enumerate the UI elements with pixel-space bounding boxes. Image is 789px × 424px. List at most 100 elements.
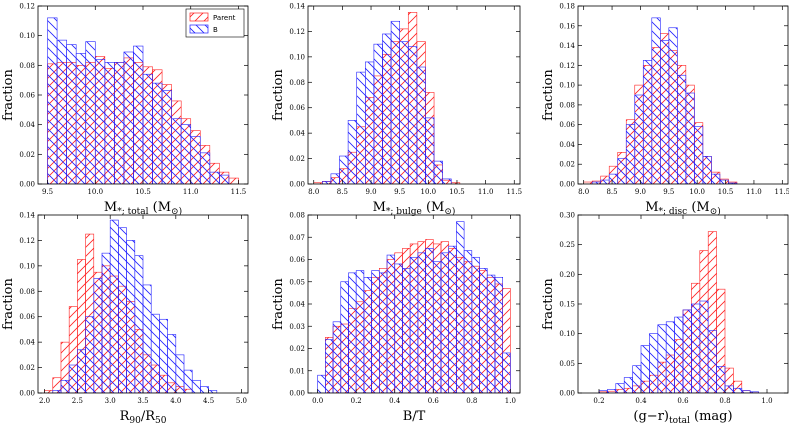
bar-b (348, 272, 357, 393)
bar-b (317, 374, 326, 393)
bar-b (440, 252, 449, 393)
x-tick-label: 11.0 (746, 188, 762, 196)
bar-b (394, 263, 403, 393)
y-axis-label: fraction (271, 278, 286, 330)
y-tick-label: 0.12 (19, 3, 35, 11)
y-tick-label: 0.06 (289, 256, 305, 264)
y-tick-label: 0.08 (19, 288, 35, 296)
y-tick-label: 0.20 (559, 271, 575, 279)
x-axis-label-part: total (669, 416, 690, 424)
bar-b (150, 313, 160, 393)
bar-b (615, 383, 625, 393)
bar-b (716, 365, 726, 393)
bar-b (190, 136, 201, 184)
x-tick-label: 1.0 (505, 397, 516, 405)
y-tick-label: 0.08 (289, 79, 305, 87)
bar-b (640, 345, 650, 393)
y-tick-label: 0.25 (559, 241, 575, 249)
y-tick-label: 0.10 (559, 82, 575, 90)
bar-b (607, 389, 617, 393)
bar-b (77, 349, 86, 393)
x-tick-label: 0.8 (466, 397, 477, 405)
bar-b (456, 221, 465, 393)
x-tick-label: 10.0 (689, 188, 705, 196)
bar-b (347, 120, 358, 184)
bar-parent (228, 177, 239, 184)
y-tick-label: 0.12 (289, 28, 305, 36)
x-tick-label: 0.2 (593, 397, 604, 405)
x-tick-label: 8.0 (578, 188, 589, 196)
bar-b (402, 268, 411, 393)
y-tick-label: 0.14 (289, 3, 305, 11)
legend-swatch-parent (189, 12, 209, 22)
bars-panel-4 (44, 219, 218, 393)
bar-b (114, 62, 125, 184)
x-tick-label: 4.0 (170, 397, 181, 405)
y-tick-label: 0.00 (289, 390, 305, 398)
bar-b (75, 53, 87, 184)
bar-b (109, 219, 119, 393)
bar-b (355, 270, 365, 393)
bar-b (171, 118, 182, 184)
bar-b (685, 92, 695, 184)
bar-b (442, 178, 452, 184)
bar-b (183, 369, 193, 393)
y-tick-label: 0.04 (559, 141, 575, 149)
bar-b (167, 334, 177, 393)
bar-b (66, 44, 77, 184)
y-tick-label: 0.04 (289, 301, 305, 309)
bar-b (159, 318, 168, 393)
bar-b (85, 41, 96, 184)
y-tick-label: 0.10 (559, 330, 575, 338)
x-axis-label-part: M (373, 200, 386, 215)
bar-b (200, 386, 209, 393)
x-tick-label: 10.0 (87, 188, 103, 196)
y-tick-label: 0.08 (559, 101, 575, 109)
bar-b (382, 33, 392, 184)
bar-b (649, 333, 659, 393)
bar-b (340, 281, 349, 393)
bar-b (47, 17, 58, 184)
bar-b (409, 256, 419, 393)
x-tick-label: 0.6 (428, 397, 440, 405)
legend-swatch-b (189, 24, 209, 34)
x-tick-label: 0.6 (677, 397, 689, 405)
bar-b (479, 268, 488, 393)
bar-b (339, 155, 349, 184)
x-tick-label: 9.5 (42, 188, 53, 196)
x-axis-label-part: (M (687, 200, 710, 215)
x-tick-label: 9.0 (635, 188, 646, 196)
x-tick-label: 1.0 (761, 397, 772, 405)
bar-b (486, 274, 496, 393)
bar-b (85, 316, 95, 393)
y-tick-label: 0.02 (559, 161, 575, 169)
bar-b (668, 27, 678, 184)
y-tick-label: 0.16 (559, 22, 575, 30)
x-tick-label: 0.2 (351, 397, 362, 405)
legend-label-b: B (213, 26, 218, 34)
bar-b (416, 66, 426, 184)
x-axis-label: R90/R50 (120, 409, 167, 424)
axes-frame (577, 5, 789, 185)
bar-b (330, 173, 340, 184)
bar-b (425, 117, 435, 184)
legend: Parent B (185, 8, 245, 38)
x-axis-label: M*; disc (M⊙) (645, 200, 721, 217)
bar-b (118, 227, 127, 393)
x-axis-label-part: M (104, 200, 117, 215)
y-tick-label: 0.03 (289, 323, 305, 331)
y-tick-label: 0.00 (559, 390, 575, 398)
bar-b (642, 60, 653, 184)
bar-b (448, 245, 457, 393)
y-tick-label: 0.02 (289, 345, 305, 353)
y-tick-label: 0.10 (289, 53, 305, 61)
y-tick-label: 0.00 (19, 390, 35, 398)
bar-b (199, 152, 211, 184)
bar-b (682, 309, 692, 393)
x-tick-label: 3.0 (105, 397, 116, 405)
x-tick-label: 0.0 (312, 397, 323, 405)
y-tick-label: 0.18 (559, 3, 575, 11)
bar-b (68, 364, 78, 393)
bar-b (123, 51, 134, 184)
x-axis-label: (g−r)total (mag) (633, 409, 732, 424)
